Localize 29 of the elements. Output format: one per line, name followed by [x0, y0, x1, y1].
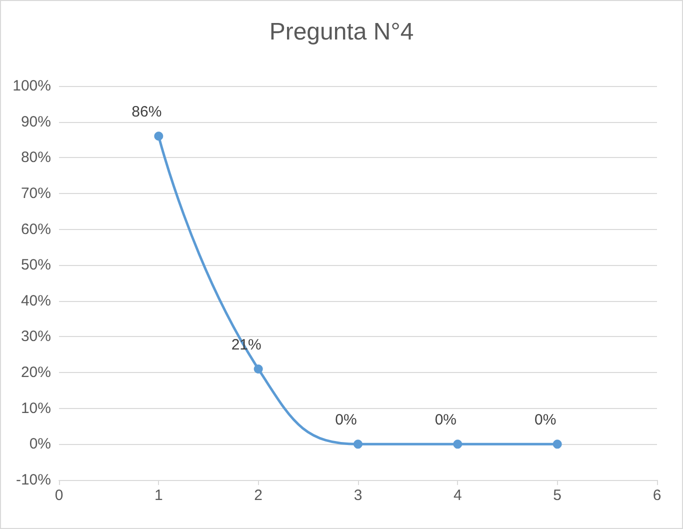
y-tick-label: -10%: [16, 472, 51, 488]
x-tick-label: 4: [453, 487, 462, 504]
y-tick-label: 100%: [12, 78, 51, 94]
data-label: 86%: [132, 104, 162, 121]
y-tick-label: 40%: [20, 292, 51, 310]
point: [254, 364, 263, 374]
data-label: 0%: [534, 412, 556, 429]
point: [354, 440, 362, 449]
chart-title: Pregunta N°4: [269, 18, 414, 46]
point: [154, 132, 164, 141]
y-tick-label: 10%: [20, 400, 51, 417]
y-tick-label: 60%: [20, 220, 51, 238]
point: [552, 440, 562, 449]
data-label: 0%: [434, 412, 457, 429]
x-tick-label: 2: [254, 487, 263, 504]
data-label: 0%: [335, 412, 357, 429]
y-tick-label: 80%: [20, 149, 51, 166]
y-tick-label: 20%: [20, 364, 51, 382]
point: [453, 440, 462, 449]
y-tick-label: 90%: [20, 113, 51, 130]
x-tick-label: 1: [154, 487, 163, 504]
y-tick-label: 0%: [29, 436, 51, 453]
x-tick-label: 0: [54, 487, 64, 504]
x-tick-label: 5: [553, 487, 562, 504]
y-tick-label: 70%: [20, 184, 51, 202]
y-tick-label: 30%: [20, 328, 51, 346]
x-tick-label: 6: [652, 487, 662, 504]
x-tick-label: 3: [354, 487, 362, 504]
y-tick-label: 50%: [20, 256, 51, 274]
